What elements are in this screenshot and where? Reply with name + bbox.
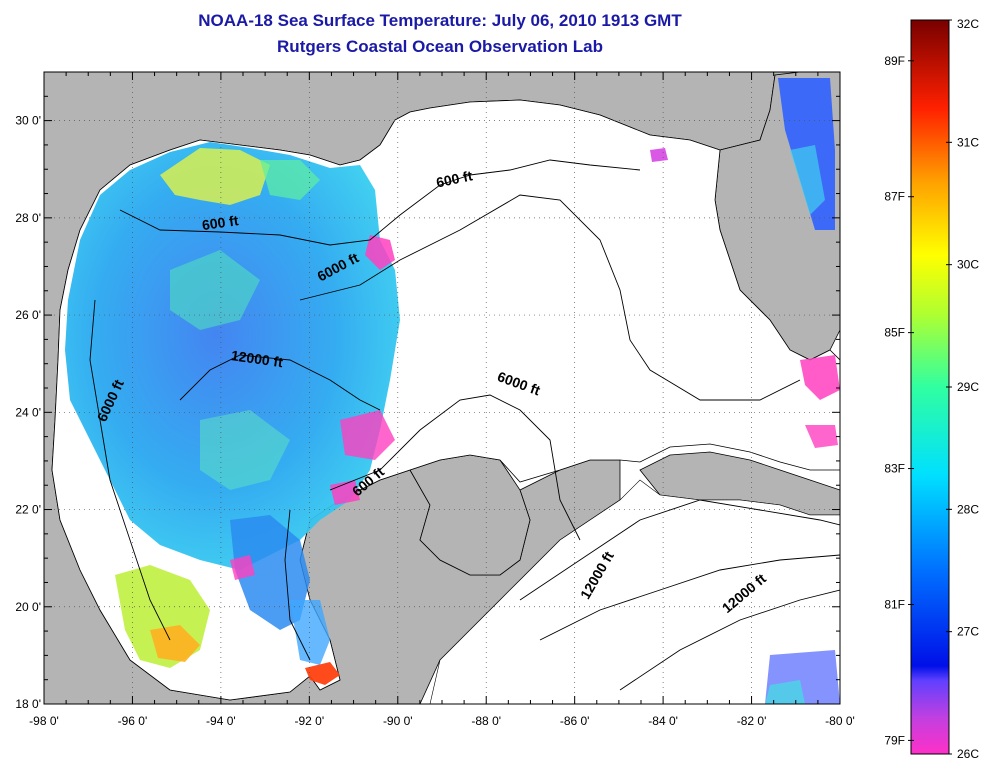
y-tick-label: 30 0': [15, 114, 41, 128]
contour-caribbean-1: [519, 499, 840, 601]
y-tick-label: 18 0': [15, 697, 41, 711]
colorbar: [910, 19, 950, 755]
sst-central-south: [230, 515, 310, 630]
caribbean-water: [429, 479, 840, 704]
contour-6000ft-east: [299, 194, 801, 401]
y-tick-label: 28 0': [15, 211, 41, 225]
x-tick-label: -98 0': [29, 714, 59, 728]
x-tick-label: -82 0': [737, 714, 767, 728]
graticule: [44, 72, 840, 704]
sst-caribbean-se-cyan: [765, 680, 805, 704]
sst-green-north: [260, 160, 320, 200]
sst-magenta-4: [330, 480, 360, 505]
contour-6000ft-west: [89, 299, 171, 641]
x-tick-label: -92 0': [295, 714, 325, 728]
cb-label-fahrenheit: 81F: [884, 597, 905, 611]
sst-green-mid: [170, 250, 260, 330]
x-tick-label: -96 0': [118, 714, 148, 728]
x-tick-label: -90 0': [383, 714, 413, 728]
y-tick-label: 22 0': [15, 503, 41, 517]
x-tick-label: -86 0': [560, 714, 590, 728]
y-tick-label: 20 0': [15, 600, 41, 614]
cb-label-celsius: 28C: [957, 502, 979, 516]
cb-label-celsius: 32C: [957, 17, 979, 31]
cb-label-celsius: 30C: [957, 258, 979, 272]
x-tick-label: -94 0': [206, 714, 236, 728]
y-tick-label: 24 0': [15, 405, 41, 419]
map-title: NOAA-18 Sea Surface Temperature: July 06…: [198, 11, 682, 30]
cb-label-fahrenheit: 83F: [884, 462, 905, 476]
map-subtitle: Rutgers Coastal Ocean Observation Lab: [277, 37, 603, 56]
depth-contours: [89, 159, 840, 691]
axis-ticks: [43, 71, 841, 705]
cb-label-celsius: 29C: [957, 380, 979, 394]
cb-label-celsius: 26C: [957, 747, 979, 761]
sst-florida-east-cyan: [790, 145, 825, 215]
contour-label: 12000 ft: [230, 347, 284, 370]
contour-600ft-north: [119, 159, 641, 246]
cb-label-celsius: 31C: [957, 135, 979, 149]
sst-keys-magenta-2: [805, 425, 838, 448]
x-tick-label: -84 0': [648, 714, 678, 728]
y-tick-label: 26 0': [15, 308, 41, 322]
sst-data: [65, 78, 840, 704]
contour-label: 600 ft: [435, 167, 474, 190]
sst-south-orange: [150, 625, 200, 662]
contour-label: 600 ft: [201, 212, 240, 233]
sst-south-tip: [290, 600, 330, 665]
sst-ne-speck: [650, 148, 668, 162]
contour-caribbean-3: [619, 589, 840, 691]
cb-label-fahrenheit: 89F: [884, 54, 905, 68]
contour-6000ft-south: [329, 394, 581, 541]
cb-label-fahrenheit: 85F: [884, 326, 905, 340]
sst-green-mid2: [200, 410, 290, 490]
colorbar-labels: 32C 31C 30C 29C 28C 27C 26C 89F 87F 85F 83F 81F 79F: [884, 17, 979, 761]
sst-magenta-3: [230, 555, 255, 580]
x-tick-label: -88 0': [471, 714, 501, 728]
cb-label-celsius: 27C: [957, 625, 979, 639]
cb-label-fahrenheit: 79F: [884, 733, 905, 747]
y-tick-labels: 18 0' 20 0' 22 0' 24 0' 26 0' 28 0' 30 0': [15, 114, 41, 711]
sst-yellow-north: [160, 148, 270, 205]
sst-keys-magenta: [800, 355, 840, 400]
x-tick-label: -80 0': [825, 714, 855, 728]
sst-magenta-1: [365, 235, 395, 270]
contour-600ft-yucatan: [284, 509, 311, 661]
sst-magenta-2: [340, 410, 395, 460]
contour-caribbean-2: [539, 554, 840, 641]
x-tick-labels: -98 0' -96 0' -94 0' -92 0' -90 0' -88 0' -86 …: [29, 714, 855, 728]
cb-label-fahrenheit: 87F: [884, 190, 905, 204]
sst-west-main: [65, 142, 400, 570]
contour-12000ft: [179, 354, 381, 411]
sst-south-red: [305, 662, 340, 685]
